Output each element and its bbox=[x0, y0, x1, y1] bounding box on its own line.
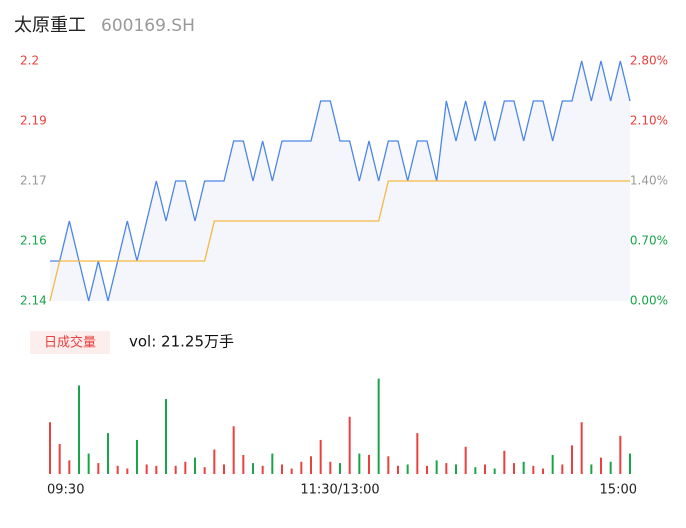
volume-bar bbox=[571, 445, 573, 474]
volume-bar bbox=[58, 444, 61, 474]
volume-bar bbox=[136, 439, 138, 474]
volume-bar bbox=[609, 461, 612, 474]
y-tick-label: 2.14 bbox=[20, 294, 47, 308]
volume-bar bbox=[242, 454, 245, 474]
y2-tick-label: 2.10% bbox=[630, 114, 668, 128]
volume-bar bbox=[406, 464, 409, 474]
volume-bar bbox=[416, 433, 419, 474]
volume-bar bbox=[194, 457, 196, 474]
volume-bar bbox=[310, 456, 312, 474]
volume-bar bbox=[97, 463, 100, 474]
volume-bar bbox=[290, 468, 293, 474]
volume-bar bbox=[513, 463, 515, 474]
y-tick-label: 2.17 bbox=[20, 174, 47, 188]
volume-bar bbox=[532, 465, 535, 474]
volume-bar bbox=[368, 454, 370, 474]
volume-bar bbox=[49, 422, 51, 474]
volume-bar bbox=[223, 464, 225, 474]
volume-bar bbox=[78, 385, 80, 474]
volume-bar bbox=[590, 464, 593, 474]
volume-bar bbox=[522, 461, 525, 474]
volume-bar bbox=[87, 453, 90, 474]
volume-bar bbox=[261, 465, 264, 474]
price-area bbox=[50, 61, 630, 301]
stock-name: 太原重工 bbox=[14, 15, 86, 36]
volume-bar bbox=[542, 468, 544, 474]
volume-total: vol: 21.25万手 bbox=[129, 333, 234, 351]
volume-bar bbox=[551, 454, 554, 474]
volume-bar bbox=[184, 461, 187, 474]
volume-bar bbox=[358, 453, 361, 474]
x-tick-label: 11:30/13:00 bbox=[300, 483, 379, 498]
volume-bar bbox=[165, 399, 167, 474]
volume-bar bbox=[464, 446, 467, 474]
volume-bar bbox=[281, 464, 283, 474]
volume-bar bbox=[629, 453, 631, 474]
volume-bar bbox=[339, 463, 341, 474]
y2-tick-label: 0.70% bbox=[630, 234, 668, 248]
price-line bbox=[50, 60, 631, 302]
volume-bar bbox=[445, 463, 448, 474]
volume-bar bbox=[329, 461, 332, 474]
volume-bar bbox=[213, 449, 216, 474]
x-tick-label: 15:00 bbox=[600, 483, 637, 498]
volume-bar bbox=[426, 465, 428, 474]
volume-bar bbox=[300, 461, 303, 474]
volume-bar bbox=[503, 450, 506, 474]
y2-tick-label: 2.80% bbox=[630, 54, 668, 68]
volume-bar bbox=[203, 467, 206, 474]
volume-bar bbox=[68, 460, 71, 474]
volume-bar bbox=[145, 464, 148, 474]
average-line bbox=[49, 180, 630, 302]
volume-bar bbox=[484, 464, 486, 474]
volume-bar bbox=[271, 453, 274, 474]
volume-bar bbox=[174, 465, 177, 474]
volume-bar bbox=[600, 457, 602, 474]
volume-bar bbox=[619, 435, 622, 474]
volume-bar bbox=[474, 467, 477, 474]
volume-bar bbox=[561, 464, 564, 474]
volume-bar bbox=[252, 463, 254, 474]
volume-bar bbox=[232, 426, 235, 474]
volume-bar bbox=[155, 465, 158, 474]
volume-bar bbox=[116, 465, 119, 474]
y-tick-label: 2.19 bbox=[20, 114, 47, 128]
volume-bar bbox=[387, 456, 390, 474]
y2-tick-label: 1.40% bbox=[630, 174, 668, 188]
volume-bar bbox=[348, 416, 351, 474]
volume-bar bbox=[377, 378, 380, 474]
y-tick-label: 2.16 bbox=[20, 234, 47, 248]
volume-bar bbox=[319, 439, 322, 474]
volume-bar bbox=[107, 433, 109, 474]
y-tick-label: 2.2 bbox=[20, 54, 39, 68]
volume-bar bbox=[580, 422, 583, 474]
y2-tick-label: 0.00% bbox=[630, 294, 668, 308]
volume-bar bbox=[435, 460, 438, 474]
volume-label-box bbox=[30, 331, 110, 354]
x-tick-label: 09:30 bbox=[47, 483, 84, 498]
volume-bar bbox=[397, 465, 399, 474]
volume-title: 日成交量 bbox=[44, 335, 96, 351]
volume-bar bbox=[493, 468, 496, 474]
volume-bar bbox=[126, 468, 129, 474]
volume-bar bbox=[455, 464, 457, 474]
stock-code: 600169.SH bbox=[101, 16, 195, 36]
